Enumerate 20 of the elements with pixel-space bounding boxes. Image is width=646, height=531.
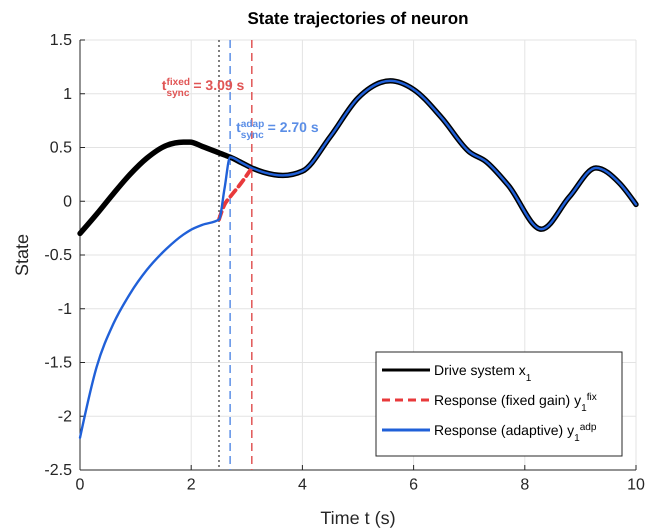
- x-tick-label: 0: [76, 476, 85, 494]
- x-axis-title: Time t (s): [320, 508, 396, 528]
- y-tick-label: 0.5: [50, 140, 72, 157]
- y-tick-label: 1: [63, 86, 72, 103]
- y-tick-label: -2.5: [44, 462, 72, 480]
- x-tick-label: 6: [409, 476, 418, 494]
- x-tick-label: 4: [298, 476, 307, 494]
- legend-label: Drive system x$_{1}$: [434, 362, 532, 384]
- y-tick-label: 0: [63, 193, 72, 210]
- x-tick-label: 8: [520, 476, 530, 494]
- y-tick-label: -1.5: [44, 354, 72, 372]
- x-tick-label: 2: [186, 476, 196, 494]
- ref-line-label: t$^{fixed}$$_{sync}$ = 3.09 s: [162, 76, 245, 98]
- chart-title: State trajectories of neuron: [247, 9, 469, 28]
- y-tick-label: -2: [58, 408, 72, 426]
- x-tick-label: 10: [627, 476, 645, 494]
- y-tick-label: 1.5: [50, 32, 72, 50]
- y-tick-label: -1: [58, 300, 72, 318]
- y-tick-label: -0.5: [44, 247, 72, 264]
- y-axis-title: State: [12, 234, 32, 276]
